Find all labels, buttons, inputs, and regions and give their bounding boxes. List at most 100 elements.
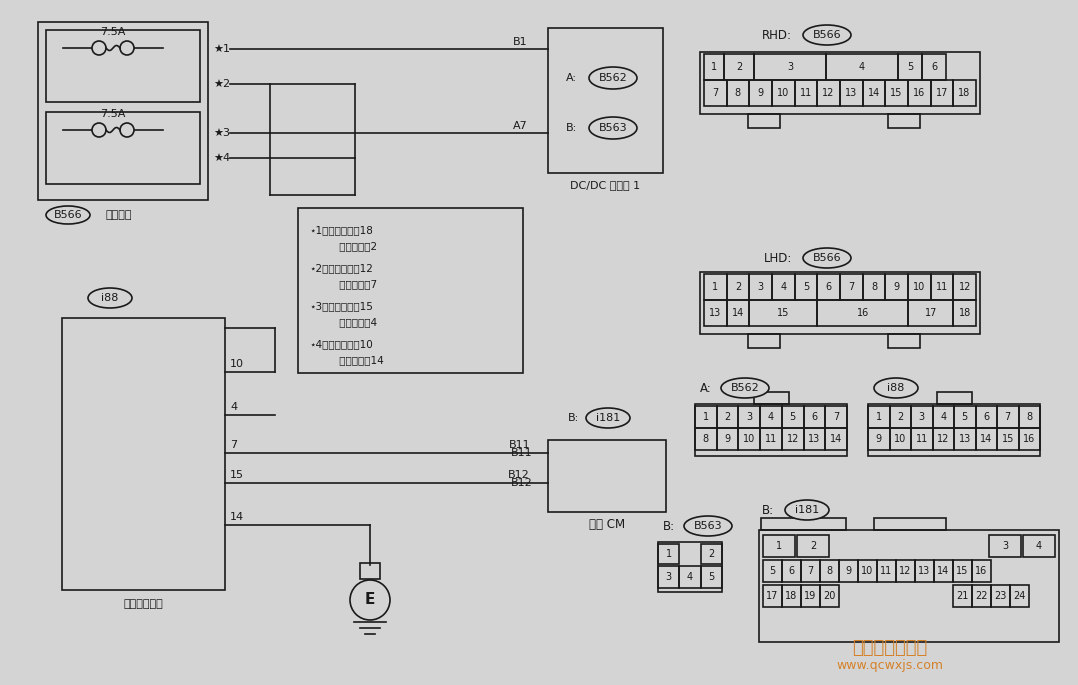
Bar — [840, 274, 862, 300]
Bar — [858, 560, 877, 582]
Text: 18: 18 — [958, 88, 970, 98]
Text: 7: 7 — [833, 412, 840, 422]
Text: ★2: ★2 — [213, 79, 230, 89]
Text: 3: 3 — [918, 412, 925, 422]
Bar — [738, 406, 760, 428]
Text: ⋆2：左驾车型：12: ⋆2：左驾车型：12 — [310, 263, 374, 273]
Bar — [727, 80, 749, 106]
Text: 17: 17 — [766, 591, 778, 601]
Bar — [695, 428, 717, 450]
Text: 3: 3 — [1001, 541, 1008, 551]
Text: ⋆4：左驾车型：10: ⋆4：左驾车型：10 — [310, 339, 374, 349]
Bar — [911, 406, 932, 428]
Bar — [885, 274, 908, 300]
Text: 6: 6 — [931, 62, 937, 72]
Text: 1: 1 — [713, 282, 718, 292]
Text: 12: 12 — [787, 434, 799, 444]
Text: 10: 10 — [743, 434, 756, 444]
Bar — [937, 392, 972, 404]
Bar — [976, 406, 997, 428]
Text: 4: 4 — [230, 402, 237, 412]
Text: 4: 4 — [859, 62, 865, 72]
Text: 2: 2 — [708, 549, 715, 559]
Text: 10: 10 — [894, 434, 907, 444]
Text: 22: 22 — [976, 591, 987, 601]
Text: A:: A: — [700, 382, 711, 395]
Bar — [817, 274, 840, 300]
Text: 10: 10 — [777, 88, 789, 98]
Bar — [794, 80, 817, 106]
Text: 16: 16 — [1023, 434, 1035, 444]
Text: 2: 2 — [724, 412, 731, 422]
Text: 10: 10 — [913, 282, 925, 292]
Bar — [803, 428, 826, 450]
Text: 3: 3 — [758, 282, 763, 292]
Bar — [888, 114, 920, 128]
Bar — [889, 428, 911, 450]
Circle shape — [92, 41, 106, 55]
Bar — [826, 54, 898, 80]
Bar — [724, 54, 754, 80]
Bar — [896, 560, 915, 582]
Bar — [803, 406, 826, 428]
Text: 7: 7 — [848, 282, 855, 292]
Text: 16: 16 — [976, 566, 987, 576]
Text: 9: 9 — [845, 566, 852, 576]
Bar — [954, 406, 976, 428]
Bar — [782, 560, 801, 582]
Text: 2: 2 — [736, 62, 742, 72]
Bar — [717, 406, 738, 428]
Text: 10: 10 — [230, 359, 244, 369]
Bar — [1023, 535, 1055, 557]
Ellipse shape — [586, 408, 630, 428]
Text: 18: 18 — [786, 591, 798, 601]
Text: 13: 13 — [709, 308, 721, 318]
Text: 7: 7 — [807, 566, 814, 576]
Bar — [898, 54, 922, 80]
Text: B562: B562 — [731, 383, 759, 393]
Text: 5: 5 — [789, 412, 796, 422]
Bar — [761, 518, 846, 530]
Bar — [704, 300, 727, 326]
Ellipse shape — [589, 117, 637, 139]
Text: 右驾车型：4: 右驾车型：4 — [310, 317, 377, 327]
Text: 11: 11 — [800, 88, 812, 98]
Bar — [862, 80, 885, 106]
Bar — [754, 54, 826, 80]
Text: 13: 13 — [958, 434, 971, 444]
Text: 14: 14 — [230, 512, 244, 522]
Text: 5: 5 — [907, 62, 913, 72]
Bar — [908, 300, 953, 326]
Text: 8: 8 — [827, 566, 832, 576]
Bar — [911, 428, 932, 450]
Bar — [658, 544, 679, 564]
Bar — [801, 585, 820, 607]
Text: 9: 9 — [757, 88, 763, 98]
Text: 13: 13 — [918, 566, 930, 576]
Bar — [839, 560, 858, 582]
Text: 8: 8 — [1026, 412, 1033, 422]
Text: 汽车维修技术网: 汽车维修技术网 — [853, 639, 928, 657]
Bar — [885, 80, 908, 106]
Text: 2: 2 — [810, 541, 816, 551]
Text: ★3: ★3 — [213, 128, 230, 138]
Text: B:: B: — [568, 413, 579, 423]
Text: 14: 14 — [868, 88, 880, 98]
Ellipse shape — [874, 378, 918, 398]
Text: 11: 11 — [881, 566, 893, 576]
Text: B12: B12 — [508, 470, 530, 480]
Bar — [826, 428, 847, 450]
Text: ★1: ★1 — [213, 44, 230, 54]
Bar — [1010, 585, 1029, 607]
Bar — [727, 300, 749, 326]
Text: 6: 6 — [826, 282, 832, 292]
Text: i181: i181 — [794, 505, 819, 515]
Bar — [922, 54, 946, 80]
Bar — [695, 404, 847, 456]
Text: i181: i181 — [596, 413, 620, 423]
Text: 4: 4 — [687, 572, 693, 582]
Bar — [826, 406, 847, 428]
Ellipse shape — [46, 206, 89, 224]
Text: 11: 11 — [915, 434, 928, 444]
Bar — [360, 563, 381, 579]
